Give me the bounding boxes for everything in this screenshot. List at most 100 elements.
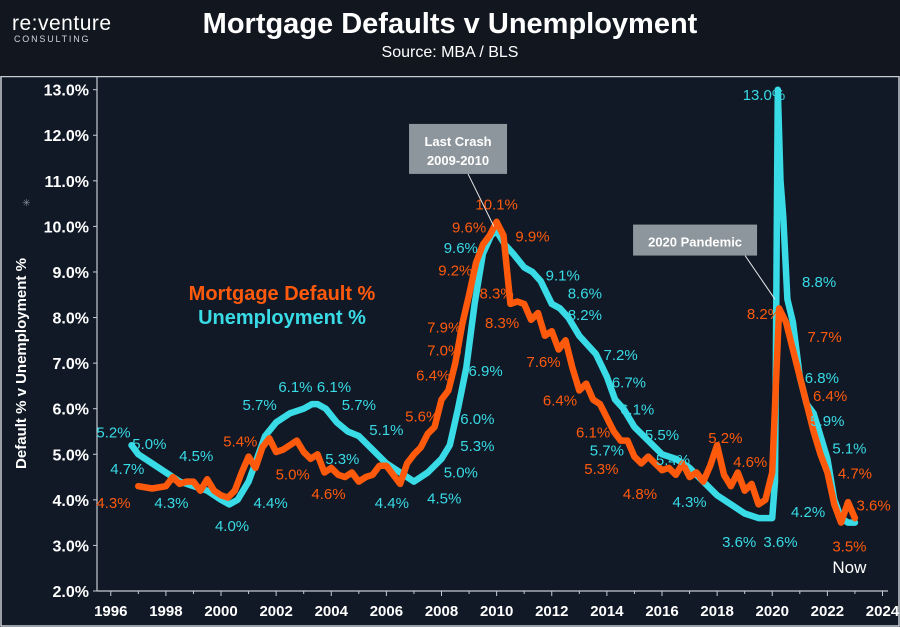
- logo-subtext: CONSULTING: [14, 34, 91, 44]
- x-tick-label: 2014: [590, 603, 624, 620]
- data-label: 5.7%: [590, 443, 624, 460]
- data-label: 5.2%: [96, 424, 130, 441]
- y-tick-label: 6.0%: [53, 402, 89, 419]
- data-label: 8.8%: [802, 274, 836, 291]
- x-tick-label: 2000: [204, 603, 237, 620]
- y-tick-label: 10.0%: [44, 219, 89, 236]
- data-label: 4.5%: [427, 491, 461, 508]
- y-tick-label: 11.0%: [45, 174, 89, 191]
- y-tick-label: 12.0%: [44, 128, 89, 145]
- x-tick-label: 2022: [811, 603, 844, 620]
- data-label: 6.1%: [278, 379, 312, 396]
- logo: re:venture CONSULTING: [12, 12, 112, 44]
- data-label: 5.3%: [584, 461, 618, 478]
- callout-text: Last Crash: [424, 134, 491, 149]
- default-series-line: [135, 218, 859, 526]
- callout-leader-line: [744, 255, 776, 300]
- x-tick-label: 1998: [149, 603, 182, 620]
- data-label: 6.9%: [469, 363, 503, 380]
- y-tick-label: 9.0%: [53, 265, 89, 282]
- data-label: 5.9%: [810, 413, 844, 430]
- data-label: 7.9%: [427, 320, 461, 337]
- x-tick-label: 2004: [315, 603, 349, 620]
- chart-svg: 2.0% 3.0% 4.0% 5.0% 6.0% 7.0% 8.0% 9.0% 10.0% 11.…: [0, 76, 900, 627]
- data-label: 9.1%: [546, 267, 580, 284]
- data-label: 4.6%: [311, 486, 345, 503]
- data-label: 8.2%: [568, 307, 602, 324]
- callout-box: [633, 224, 758, 256]
- y-tick-label: 4.0%: [53, 493, 89, 510]
- data-label: 4.8%: [623, 486, 657, 503]
- data-label: 5.7%: [342, 397, 376, 414]
- data-label: 5.6%: [405, 409, 439, 426]
- data-label: 8.3%: [485, 315, 519, 332]
- data-label: 13.0%: [743, 87, 786, 104]
- data-label: 6.0%: [460, 411, 494, 428]
- data-label: 4.4%: [254, 495, 288, 512]
- x-tick-label: 2020: [756, 603, 789, 620]
- data-label: 4.4%: [375, 495, 409, 512]
- data-label: 7.7%: [808, 329, 842, 346]
- data-label: 8.2%: [747, 306, 781, 323]
- chart-title: Mortgage Defaults v Unemployment: [202, 8, 698, 40]
- data-label: 3.6%: [722, 534, 756, 551]
- data-label: 6.4%: [813, 388, 847, 405]
- pin-icon: ✳: [20, 196, 34, 210]
- data-label: 10.1%: [475, 197, 518, 214]
- data-label: 5.5%: [645, 427, 679, 444]
- x-tick-label: 2002: [259, 603, 292, 620]
- data-label: 8.3%: [480, 285, 514, 302]
- y-axis-title: Default % v Unemployment %: [13, 258, 30, 469]
- callout-leader-line: [467, 173, 495, 227]
- data-label: 4.7%: [838, 466, 872, 483]
- x-tick-label: 2008: [425, 603, 458, 620]
- x-tick-label: 2024: [866, 603, 900, 620]
- x-tick-label: 2006: [370, 603, 403, 620]
- data-label: 5.0%: [276, 466, 310, 483]
- data-label: 6.8%: [805, 370, 839, 387]
- data-label: 9.9%: [515, 229, 549, 246]
- data-label: 5.1%: [832, 440, 866, 457]
- data-label: 5.3%: [325, 451, 359, 468]
- data-label: 6.7%: [612, 374, 646, 391]
- data-label: 7.2%: [604, 347, 638, 364]
- data-label: 4.3%: [96, 495, 130, 512]
- data-label: 4.3%: [154, 495, 188, 512]
- data-label: 5.3%: [460, 438, 494, 455]
- data-label: 5.0%: [132, 436, 166, 453]
- y-tick-label: 3.0%: [53, 538, 89, 555]
- logo-brand: re:venture: [12, 12, 112, 35]
- y-tick-label: 7.0%: [53, 356, 89, 373]
- data-label: 4.7%: [110, 461, 144, 478]
- data-label: 6.1%: [620, 402, 654, 419]
- header-bar: re:venture CONSULTING Mortgage Defaults …: [0, 0, 900, 76]
- data-label: 5.2%: [708, 430, 742, 447]
- data-label: 4.6%: [733, 454, 767, 471]
- data-label: 6.1%: [576, 424, 610, 441]
- data-label: 4.5%: [179, 448, 213, 465]
- now-label: Now: [832, 558, 867, 577]
- data-label: 6.1%: [317, 379, 351, 396]
- y-tick-label: 2.0%: [53, 584, 89, 601]
- data-label: 9.2%: [438, 263, 472, 280]
- data-label: 9.6%: [452, 219, 486, 236]
- data-label: 5.1%: [369, 422, 403, 439]
- data-label: 3.6%: [763, 534, 797, 551]
- data-label: 4.2%: [791, 504, 825, 521]
- legend-item-unemployment: Unemployment %: [198, 307, 366, 329]
- x-tick-label: 2016: [645, 603, 678, 620]
- x-tick-label: 2012: [535, 603, 568, 620]
- plot-area: 2.0% 3.0% 4.0% 5.0% 6.0% 7.0% 8.0% 9.0% 10.0% 11.…: [0, 76, 900, 627]
- x-tick-label: 2018: [700, 603, 733, 620]
- legend-item-default: Mortgage Default %: [189, 283, 376, 305]
- x-tick-label: 2010: [480, 603, 513, 620]
- data-label: 3.5%: [832, 538, 866, 555]
- callout-text: 2020 Pandemic: [648, 235, 742, 250]
- data-label: 3.6%: [857, 497, 891, 514]
- data-label: 8.6%: [568, 285, 602, 302]
- data-label: 6.4%: [543, 393, 577, 410]
- data-label: 6.4%: [416, 368, 450, 385]
- data-label: 9.6%: [444, 240, 478, 257]
- callout-box: [409, 123, 508, 174]
